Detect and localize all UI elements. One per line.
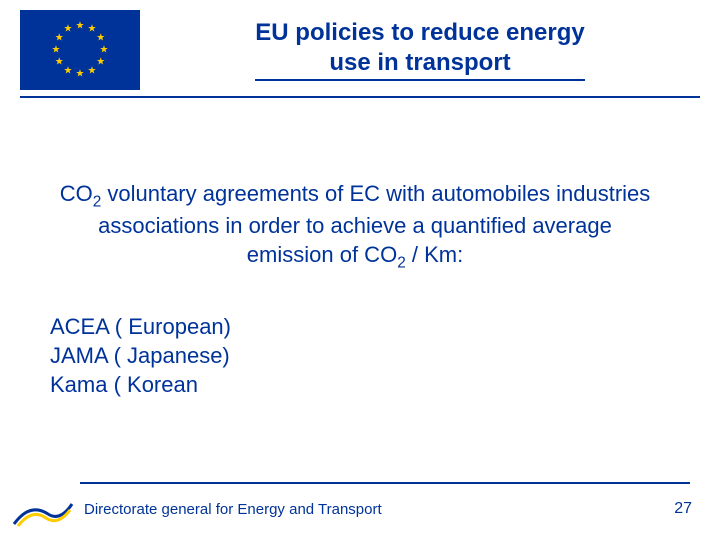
list-item: Kama ( Korean: [50, 371, 660, 400]
star-icon: ★: [96, 33, 105, 44]
title-line-1: EU policies to reduce energy: [255, 19, 584, 46]
star-icon: ★: [76, 21, 85, 32]
star-icon: ★: [88, 65, 97, 76]
star-icon: ★: [55, 57, 64, 68]
footer-text: Directorate general for Energy and Trans…: [84, 501, 382, 518]
star-icon: ★: [100, 45, 109, 56]
star-icon: ★: [55, 33, 64, 44]
directorate-logo-icon: [12, 494, 74, 530]
title-line-2: use in transport: [329, 49, 510, 76]
star-icon: ★: [64, 65, 73, 76]
eu-flag: ★★★★★★★★★★★★: [20, 10, 140, 90]
star-icon: ★: [52, 45, 61, 56]
star-icon: ★: [76, 69, 85, 80]
list-item: ACEA ( European): [50, 313, 660, 342]
star-icon: ★: [88, 24, 97, 35]
body-paragraph: CO2 voluntary agreements of EC with auto…: [50, 180, 660, 273]
para-text-post: / Km:: [406, 242, 463, 267]
slide-header: ★★★★★★★★★★★★ EU policies to reduce energ…: [0, 0, 720, 90]
slide-body: CO2 voluntary agreements of EC with auto…: [50, 180, 660, 399]
eu-stars: ★★★★★★★★★★★★: [50, 20, 110, 80]
slide-title: EU policies to reduce energy use in tran…: [255, 18, 584, 81]
list-item: JAMA ( Japanese): [50, 342, 660, 371]
header-divider: [20, 96, 700, 98]
para-text-pre: CO: [60, 181, 93, 206]
star-icon: ★: [64, 24, 73, 35]
slide-footer: Directorate general for Energy and Trans…: [0, 484, 720, 540]
star-icon: ★: [96, 57, 105, 68]
page-number: 27: [674, 500, 692, 518]
associations-list: ACEA ( European) JAMA ( Japanese) Kama (…: [50, 313, 660, 399]
subscript-2: 2: [397, 254, 406, 271]
title-container: EU policies to reduce energy use in tran…: [140, 10, 700, 81]
para-text-mid: voluntary agreements of EC with automobi…: [98, 181, 650, 267]
subscript-1: 2: [93, 193, 102, 210]
